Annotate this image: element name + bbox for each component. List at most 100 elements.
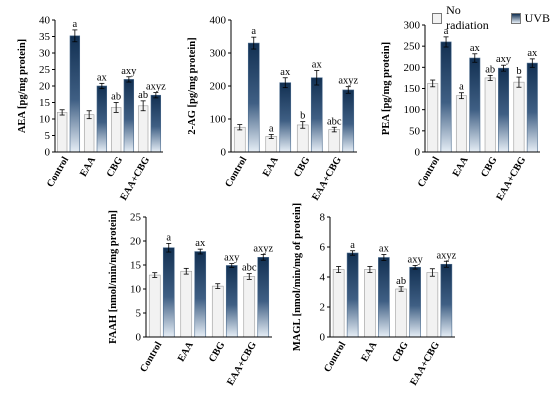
significance-label: a xyxy=(73,19,78,30)
y-tick-label: 25 xyxy=(39,64,51,76)
significance-label: ax xyxy=(379,244,390,255)
significance-label: axyz xyxy=(338,76,358,87)
bar-uvb xyxy=(123,79,135,153)
significance-label: a xyxy=(350,240,355,251)
bar-uvb xyxy=(150,94,162,153)
bar-no-radiation xyxy=(148,274,161,338)
y-tick-label: 400 xyxy=(210,15,227,27)
x-category-label: CBG xyxy=(207,340,227,364)
y-tick-label: 40 xyxy=(39,15,51,27)
y-tick-label: 150 xyxy=(404,83,421,95)
significance-label: axyz xyxy=(253,243,273,254)
y-tick-label: 0 xyxy=(136,332,142,344)
y-tick-label: 0 xyxy=(221,147,227,159)
x-category-label: Control xyxy=(322,340,348,374)
significance-label: abc xyxy=(242,263,257,274)
x-category-label: CBG xyxy=(105,155,125,179)
bar-uvb xyxy=(378,257,390,338)
y-tick-label: 10 xyxy=(130,284,142,296)
x-category-label: EAA xyxy=(359,339,379,363)
significance-label: a xyxy=(251,26,256,37)
y-axis-label: AEA [pg/mg protein] xyxy=(17,39,28,133)
x-category-label: EAA xyxy=(451,154,471,178)
bar-no-radiation xyxy=(513,81,525,153)
y-tick-label: 50 xyxy=(409,125,421,137)
bar-uvb xyxy=(194,251,207,338)
x-category-label: EAA+CBG xyxy=(494,155,528,203)
bar-no-radiation xyxy=(137,105,149,153)
bar-no-radiation xyxy=(56,112,68,153)
y-tick-label: 300 xyxy=(404,20,421,32)
bar-no-radiation xyxy=(110,107,122,153)
significance-label: ax xyxy=(97,72,108,83)
bar-no-radiation xyxy=(83,114,95,153)
y-tick-label: 0 xyxy=(320,332,326,344)
bar-uvb xyxy=(440,263,453,338)
significance-label: ab xyxy=(485,64,495,75)
significance-label: ab xyxy=(111,92,121,103)
y-tick-label: 20 xyxy=(130,236,142,248)
bar-uvb xyxy=(310,77,323,153)
y-tick-label: 100 xyxy=(210,114,227,126)
y-tick-label: 2 xyxy=(320,302,326,314)
y-tick-label: 250 xyxy=(404,41,421,53)
y-tick-label: 5 xyxy=(136,308,142,320)
bar-no-radiation xyxy=(364,269,376,338)
y-tick-label: 15 xyxy=(130,260,142,272)
y-tick-label: 15 xyxy=(39,97,51,109)
y-tick-label: 30 xyxy=(39,48,51,60)
significance-label: axy xyxy=(408,254,424,265)
bar-no-radiation xyxy=(484,77,496,153)
x-category-label: EAA+CBG xyxy=(310,155,344,203)
legend: No radiation UVB xyxy=(432,3,550,33)
significance-label: axy xyxy=(121,66,137,77)
y-tick-label: 10 xyxy=(39,114,51,126)
y-tick-label: 8 xyxy=(320,212,326,224)
bar-uvb xyxy=(342,89,355,153)
significance-label: b xyxy=(300,111,305,122)
bar-no-radiation xyxy=(211,285,224,338)
significance-label: axyz xyxy=(146,82,166,93)
bar-no-radiation xyxy=(233,126,246,153)
bar-no-radiation xyxy=(427,83,439,153)
bar-uvb xyxy=(469,57,481,153)
bar-no-radiation xyxy=(180,270,193,338)
significance-label: abc xyxy=(327,116,342,127)
significance-label: a xyxy=(459,82,464,93)
x-category-label: EAA+CBG xyxy=(408,340,442,388)
y-tick-label: 300 xyxy=(210,48,227,60)
bar-uvb xyxy=(279,82,292,153)
y-tick-label: 35 xyxy=(39,31,51,43)
y-axis-label: 2-AG [pg/mg protein] xyxy=(187,37,198,134)
significance-label: ab xyxy=(396,276,406,287)
y-tick-label: 0 xyxy=(45,147,51,159)
x-category-label: EAA xyxy=(176,339,196,363)
bar-uvb xyxy=(96,85,108,153)
legend-swatch-no-radiation xyxy=(432,12,443,24)
significance-label: a xyxy=(166,232,171,243)
significance-label: ax xyxy=(312,59,323,70)
y-tick-label: 4 xyxy=(320,272,326,284)
significance-label: a xyxy=(444,26,449,37)
y-tick-label: 200 xyxy=(404,62,421,74)
significance-label: ax xyxy=(527,48,538,59)
significance-label: axy xyxy=(224,253,240,264)
bar-no-radiation xyxy=(328,129,341,153)
significance-label: a xyxy=(269,124,274,135)
bar-uvb xyxy=(162,247,175,338)
significance-label: ax xyxy=(195,238,206,249)
y-tick-label: 6 xyxy=(320,242,326,254)
x-category-label: EAA xyxy=(78,154,98,178)
bar-uvb xyxy=(346,252,359,338)
x-category-label: CBG xyxy=(479,155,499,179)
y-axis-label: FAAH [nmol/min/mg protein] xyxy=(108,210,119,344)
significance-label: ax xyxy=(280,67,291,78)
y-tick-label: 25 xyxy=(130,212,142,224)
bar-uvb xyxy=(225,265,238,338)
x-category-label: EAA+CBG xyxy=(225,340,259,388)
x-category-label: Control xyxy=(223,155,249,189)
bar-uvb xyxy=(440,41,452,153)
legend-label-uvb: UVB xyxy=(524,10,550,25)
bar-uvb xyxy=(526,62,538,153)
